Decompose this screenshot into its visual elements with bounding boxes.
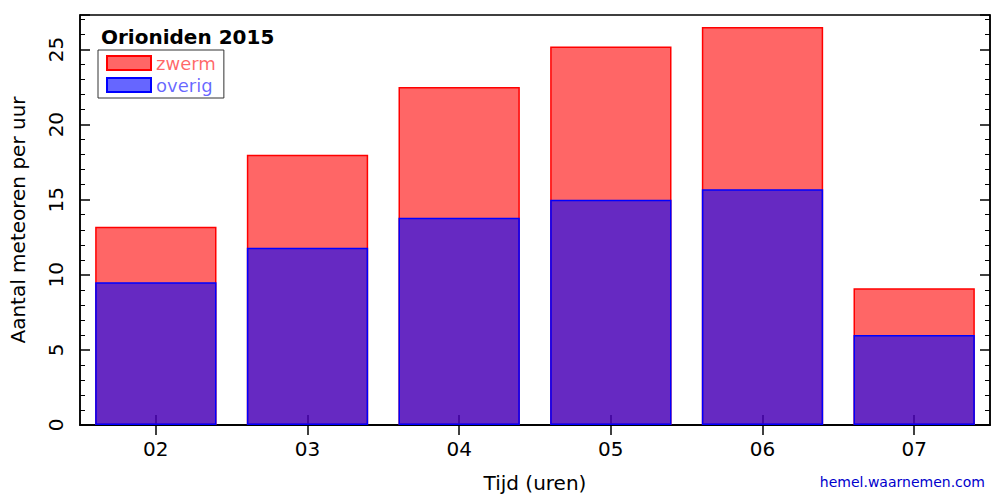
svg-text:Orioniden 2015: Orioniden 2015 (101, 25, 274, 49)
svg-text:25: 25 (44, 37, 68, 62)
svg-text:hemel.waarnemen.com: hemel.waarnemen.com (820, 474, 985, 490)
svg-text:04: 04 (446, 437, 471, 461)
svg-text:06: 06 (750, 437, 775, 461)
svg-text:10: 10 (44, 262, 68, 287)
svg-text:03: 03 (295, 437, 320, 461)
svg-text:07: 07 (901, 437, 926, 461)
svg-text:Tijd (uren): Tijd (uren) (483, 471, 587, 495)
svg-text:overig: overig (156, 75, 213, 96)
svg-text:5: 5 (44, 344, 68, 357)
svg-text:02: 02 (143, 437, 168, 461)
svg-text:zwerm: zwerm (156, 53, 216, 74)
svg-text:05: 05 (598, 437, 623, 461)
svg-text:0: 0 (44, 419, 68, 432)
svg-text:Aantal meteoren per uur: Aantal meteoren per uur (6, 96, 30, 344)
svg-text:20: 20 (44, 112, 68, 137)
svg-text:15: 15 (44, 187, 68, 212)
